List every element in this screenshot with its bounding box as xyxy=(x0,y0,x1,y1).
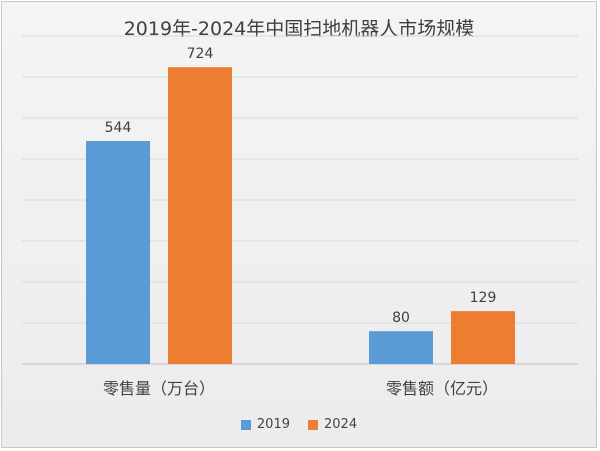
bar-2024-1 xyxy=(451,311,515,364)
legend-item-2024: 2024 xyxy=(308,417,357,432)
chart-title: 2019年-2024年中国扫地机器人市场规模 xyxy=(123,18,475,40)
legend-swatch-2019 xyxy=(240,419,251,430)
data-label-2024-1: 129 xyxy=(470,290,497,306)
legend-label-2019: 2019 xyxy=(256,417,290,432)
bar-2019-1 xyxy=(369,331,433,364)
legend-item-2019: 2019 xyxy=(240,417,290,432)
category-label-0: 零售量（万台） xyxy=(103,379,215,398)
bar-2024-0 xyxy=(168,67,232,364)
data-label-2024-0: 724 xyxy=(187,46,214,62)
legend-swatch-2024 xyxy=(308,419,318,430)
legend-label-2024: 2024 xyxy=(324,417,358,432)
data-label-2019-1: 80 xyxy=(392,310,410,326)
category-label-1: 零售额（亿元） xyxy=(386,379,498,398)
chart-legend: 2019 2024 xyxy=(2,417,596,432)
bar-2019-0 xyxy=(86,140,150,364)
data-label-2019-0: 544 xyxy=(105,120,132,136)
